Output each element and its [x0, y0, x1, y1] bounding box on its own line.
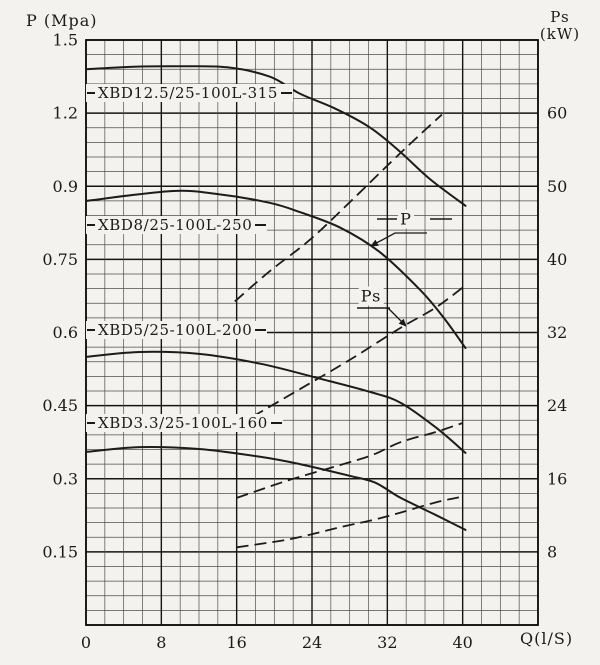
- y-left-tick-label: 0.75: [42, 250, 78, 269]
- label-leader-dash: [87, 224, 95, 226]
- x-tick-label: 8: [156, 633, 166, 652]
- label-leader-dash: [87, 422, 95, 424]
- pump-model-label-xbd8: XBD8/25-100L-250: [86, 216, 268, 234]
- pressure-curve-3: [85, 445, 467, 531]
- power-curve-1: [252, 286, 465, 418]
- y-left-tick-label: 1.2: [53, 104, 78, 123]
- x-tick-label: 32: [377, 633, 397, 652]
- label-leader-dash: [87, 329, 95, 331]
- x-tick-label: 40: [452, 633, 472, 652]
- y-left-tick-label: 1.5: [53, 31, 78, 50]
- y-left-tick-label: 0.15: [42, 542, 78, 561]
- pump-model-label-xbd3-3: XBD3.3/25-100L-160: [86, 414, 283, 432]
- x-tick-label: 0: [81, 633, 91, 652]
- y-right-tick-label: 40: [547, 250, 567, 269]
- power-curve-3: [236, 496, 461, 549]
- y-right-tick-label: 50: [547, 177, 567, 196]
- annotation-leader-1: [387, 307, 407, 327]
- label-leader-dash: [87, 92, 95, 94]
- left-axis-title: P (Mpa): [26, 11, 98, 30]
- label-trailer-dash: [281, 92, 293, 94]
- pressure-curve-0: [85, 65, 467, 207]
- x-tick-label: 16: [226, 633, 246, 652]
- y-left-tick-label: 0.3: [53, 469, 78, 488]
- power-curve-annotation-letter: Ps: [358, 286, 384, 306]
- pump-model-label-xbd5: XBD5/25-100L-200: [86, 321, 268, 339]
- pressure-curve-1: [85, 189, 467, 350]
- y-right-tick-label: 16: [547, 469, 567, 488]
- label-trailer-dash: [255, 329, 267, 331]
- pressure-curve-annotation-letter: P: [398, 209, 414, 229]
- label-trailer-dash: [255, 224, 267, 226]
- pump-model-label-xbd12-5: XBD12.5/25-100L-315: [86, 84, 294, 102]
- x-tick-label: 24: [302, 633, 322, 652]
- y-left-tick-label: 0.9: [53, 177, 78, 196]
- right-axis-title-unit: (kW): [539, 25, 581, 43]
- pressure-curve-2: [85, 350, 467, 454]
- annotation-leader-0: [370, 232, 427, 247]
- y-right-tick-label: 24: [547, 396, 567, 415]
- y-right-tick-label: 60: [547, 104, 567, 123]
- y-right-tick-label: 8: [547, 542, 557, 561]
- x-axis-title: Q(l/S): [520, 629, 574, 648]
- right-axis-title: Ps (kW): [534, 9, 586, 43]
- power-curve-2: [236, 422, 463, 499]
- y-right-tick-label: 32: [547, 323, 567, 342]
- right-axis-title-symbol: Ps: [550, 8, 570, 26]
- y-left-tick-label: 0.6: [53, 323, 78, 342]
- power-curve-0: [234, 113, 443, 303]
- label-trailer-dash: [270, 422, 282, 424]
- y-left-tick-label: 0.45: [42, 396, 78, 415]
